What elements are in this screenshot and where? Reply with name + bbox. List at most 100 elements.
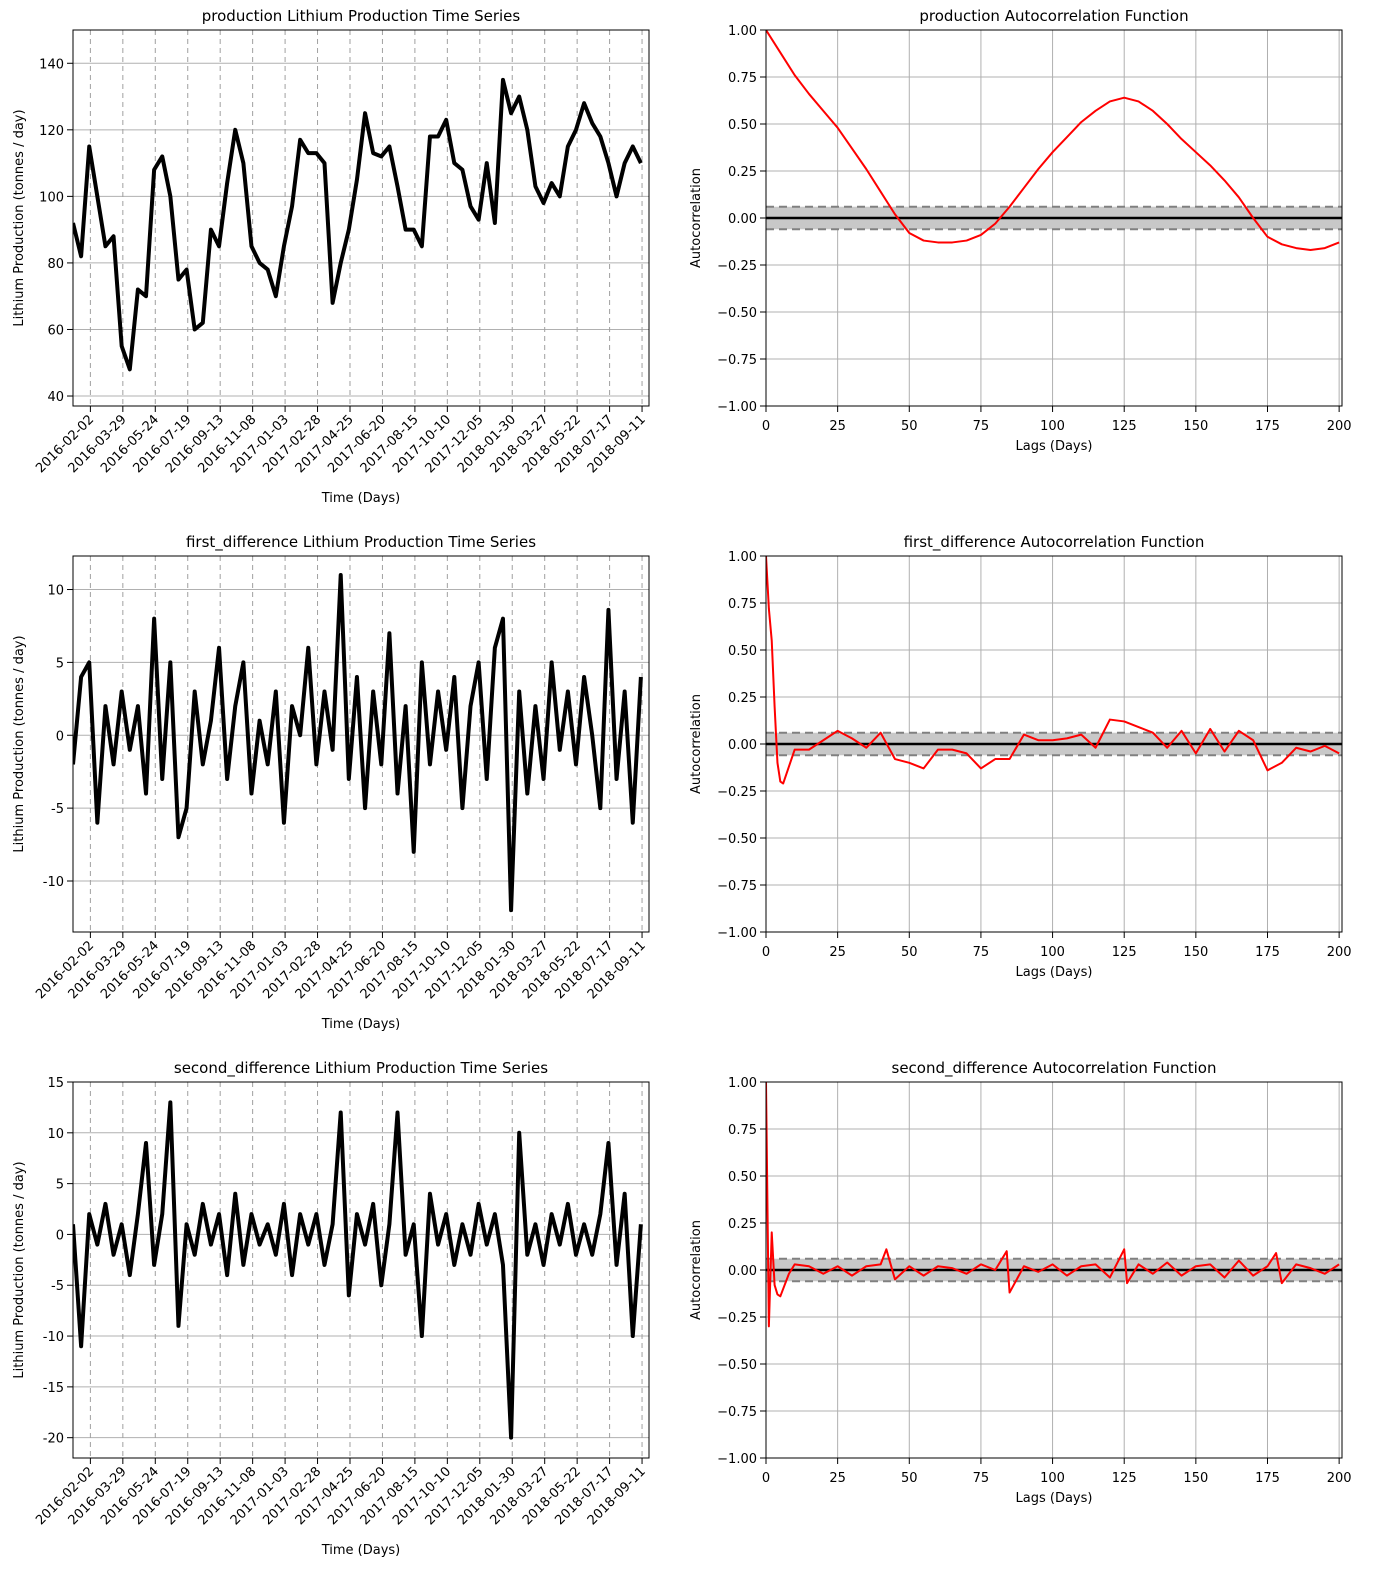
y-axis-label: Autocorrelation <box>689 168 704 268</box>
subplot: −1.00 −0.75 −0.50 −0.25 0.00 0.25 0.50 0.75 1.00… <box>689 7 1352 454</box>
subplot: -10-505102016-02-022016-03-292016-05-242… <box>12 533 650 1032</box>
y-tick-label: −0.75 <box>717 1405 757 1420</box>
x-tick-label: 75 <box>973 1471 990 1486</box>
series-line <box>766 1082 1340 1328</box>
axes-frame <box>72 555 650 933</box>
y-axis-label: Autocorrelation <box>689 1220 704 1320</box>
y-tick-label: 80 <box>47 257 64 272</box>
x-tick-label: 150 <box>1183 1471 1208 1486</box>
y-tick-label: −0.75 <box>717 353 757 368</box>
axes-frame <box>72 29 650 407</box>
y-tick-label: 15 <box>47 1076 64 1091</box>
x-tick-label: 125 <box>1112 1471 1137 1486</box>
y-tick-label: 0.75 <box>728 597 757 612</box>
y-axis-label: Lithium Production (tonnes / day) <box>12 1161 27 1378</box>
y-tick-label: −1.00 <box>717 926 757 941</box>
y-tick-label: 0.00 <box>728 738 757 753</box>
y-tick-label: 0.00 <box>728 212 757 227</box>
y-tick-label: −0.50 <box>717 1358 757 1373</box>
axes-frame <box>72 1081 650 1459</box>
x-axis-label: Lags (Days) <box>1016 439 1093 454</box>
x-axis-label: Time (Days) <box>321 1543 401 1558</box>
y-tick-label: -15 <box>43 1381 64 1396</box>
y-axis-label: Lithium Production (tonnes / day) <box>12 109 27 326</box>
y-tick-label: −0.50 <box>717 306 757 321</box>
y-tick-label: 0 <box>56 1228 64 1243</box>
y-tick-label: 120 <box>39 124 64 139</box>
y-tick-label: 1.00 <box>728 24 757 39</box>
axes-frame <box>765 1081 1343 1459</box>
y-tick-label: 0.00 <box>728 1264 757 1279</box>
chart-title: first_difference Autocorrelation Functio… <box>904 533 1205 552</box>
series-line <box>766 556 1340 785</box>
chart-title: first_difference Lithium Production Time… <box>186 533 536 552</box>
x-tick-label: 150 <box>1183 945 1208 960</box>
series-line <box>73 1100 643 1440</box>
y-tick-label: 10 <box>47 584 64 599</box>
subplot: −1.00 −0.75 −0.50 −0.25 0.00 0.25 0.50 0.75 1.00… <box>689 533 1352 980</box>
y-tick-label: 0.25 <box>728 165 757 180</box>
y-tick-label: 1.00 <box>728 1076 757 1091</box>
y-axis-label: Autocorrelation <box>689 694 704 794</box>
y-tick-label: −1.00 <box>717 1452 757 1467</box>
y-tick-label: 140 <box>39 57 64 72</box>
y-tick-label: 100 <box>39 190 64 205</box>
y-tick-label: 60 <box>47 323 64 338</box>
x-tick-label: 50 <box>901 1471 918 1486</box>
x-tick-label: 200 <box>1327 1471 1352 1486</box>
y-tick-label: −1.00 <box>717 400 757 415</box>
x-tick-label: 175 <box>1255 1471 1280 1486</box>
y-tick-label: 1.00 <box>728 550 757 565</box>
x-axis-label: Time (Days) <box>321 1017 401 1032</box>
series-line <box>73 77 643 372</box>
y-tick-label: −0.75 <box>717 879 757 894</box>
chart-title: production Lithium Production Time Serie… <box>202 7 521 25</box>
x-tick-label: 75 <box>973 945 990 960</box>
x-tick-label: 125 <box>1112 945 1137 960</box>
x-tick-label: 100 <box>1040 945 1065 960</box>
x-tick-label: 200 <box>1327 419 1352 434</box>
series-line <box>766 30 1340 251</box>
x-tick-label: 50 <box>901 419 918 434</box>
y-axis-label: Lithium Production (tonnes / day) <box>12 635 27 852</box>
x-tick-label: 0 <box>762 945 770 960</box>
x-tick-label: 0 <box>762 1471 770 1486</box>
axes-frame <box>765 29 1343 407</box>
y-tick-label: 0.25 <box>728 691 757 706</box>
x-tick-label: 25 <box>829 419 846 434</box>
axes-frame <box>765 555 1343 933</box>
y-tick-label: 5 <box>56 656 64 671</box>
y-tick-label: 10 <box>47 1127 64 1142</box>
y-tick-label: −0.25 <box>717 1311 757 1326</box>
x-tick-label: 175 <box>1255 419 1280 434</box>
y-tick-label: 0.75 <box>728 1123 757 1138</box>
y-tick-label: -5 <box>51 1279 64 1294</box>
x-tick-label: 50 <box>901 945 918 960</box>
x-tick-label: 0 <box>762 419 770 434</box>
y-tick-label: −0.25 <box>717 785 757 800</box>
x-axis-label: Time (Days) <box>321 491 401 506</box>
subplot: -20-15-10-50510152016-02-022016-03-29201… <box>12 1059 650 1558</box>
y-tick-label: 0.75 <box>728 71 757 86</box>
y-tick-label: -10 <box>43 875 64 890</box>
y-tick-label: -5 <box>51 802 64 817</box>
chart-title: second_difference Lithium Production Tim… <box>174 1059 548 1078</box>
y-tick-label: 0.50 <box>728 644 757 659</box>
x-axis-label: Lags (Days) <box>1016 1491 1093 1506</box>
y-tick-label: 0.25 <box>728 1217 757 1232</box>
x-tick-label: 175 <box>1255 945 1280 960</box>
subplot: −1.00 −0.75 −0.50 −0.25 0.00 0.25 0.50 0.75 1.00… <box>689 1059 1352 1506</box>
x-tick-label: 25 <box>829 1471 846 1486</box>
y-tick-label: −0.50 <box>717 832 757 847</box>
x-tick-label: 100 <box>1040 419 1065 434</box>
x-tick-label: 125 <box>1112 419 1137 434</box>
x-tick-label: 150 <box>1183 419 1208 434</box>
chart-title: production Autocorrelation Function <box>919 7 1188 25</box>
series-line <box>73 572 643 913</box>
plot-area <box>73 30 649 406</box>
y-tick-label: 0 <box>56 729 64 744</box>
y-tick-label: -20 <box>43 1432 64 1447</box>
y-tick-label: -10 <box>43 1330 64 1345</box>
chart-title: second_difference Autocorrelation Functi… <box>892 1059 1217 1078</box>
y-tick-label: 5 <box>56 1178 64 1193</box>
